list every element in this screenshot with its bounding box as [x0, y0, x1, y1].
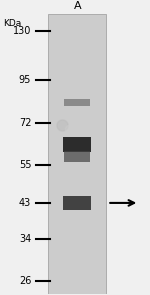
Text: 72: 72	[19, 118, 31, 128]
Text: 130: 130	[13, 26, 31, 36]
Text: 95: 95	[19, 75, 31, 85]
Text: 43: 43	[19, 198, 31, 208]
Bar	[63, 137, 91, 153]
Bar	[63, 196, 91, 210]
Text: 55: 55	[19, 160, 31, 170]
Bar	[64, 99, 90, 106]
Text: A: A	[73, 1, 81, 11]
Bar	[48, 14, 106, 294]
Text: 34: 34	[19, 235, 31, 245]
Text: KDa: KDa	[3, 19, 22, 28]
Text: 26: 26	[19, 276, 31, 286]
Bar	[64, 151, 90, 162]
